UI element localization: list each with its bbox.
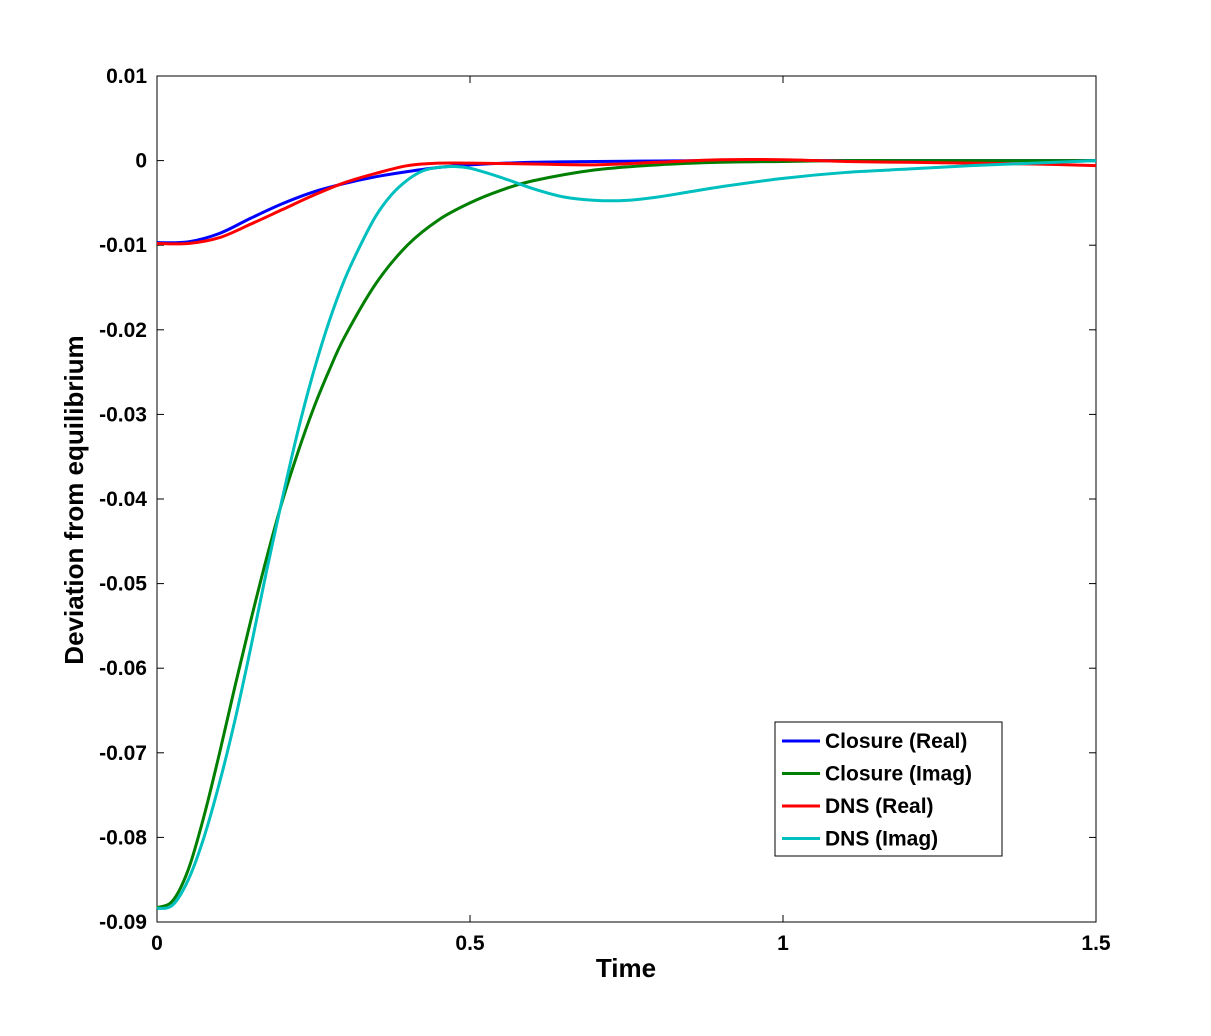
x-tick-label: 1.5 — [1081, 932, 1111, 955]
axis-ticks: 0 0.5 1 1.5 0.01 0 -0.01 -0.02 -0.03 -0.04 -0.05 -0… — [99, 65, 1111, 955]
legend: Closure (Real) Closure (Imag) DNS (Real) DN… — [774, 721, 1003, 857]
x-axis-label: Time — [596, 953, 656, 983]
y-tick-label: 0 — [135, 150, 147, 173]
x-tick-label: 1 — [777, 932, 789, 955]
y-tick-label: -0.03 — [99, 403, 147, 426]
x-tick-label: 0.5 — [455, 932, 485, 955]
y-tick-label: -0.05 — [99, 573, 147, 596]
series-line-dns-imag — [156, 159, 1097, 910]
y-tick-label: -0.06 — [99, 657, 147, 680]
y-tick-label: -0.08 — [99, 826, 147, 849]
legend-label-dns-imag: DNS (Imag) — [825, 828, 938, 851]
series-line-dns-real — [156, 157, 1097, 246]
y-axis-label: Deviation from equilibrium — [59, 335, 89, 664]
legend-label-dns-real: DNS (Real) — [825, 795, 934, 818]
legend-label-closure-real: Closure (Real) — [825, 730, 967, 753]
y-tick-label: 0.01 — [106, 65, 147, 88]
y-tick-label: -0.01 — [99, 234, 147, 257]
y-tick-label: -0.04 — [99, 488, 147, 511]
legend-box — [774, 721, 1003, 857]
x-tick-label: 0 — [151, 932, 163, 955]
legend-label-closure-imag: Closure (Imag) — [825, 763, 972, 786]
y-tick-label: -0.09 — [99, 911, 147, 934]
y-tick-label: -0.02 — [99, 319, 147, 342]
y-tick-label: -0.07 — [99, 742, 147, 765]
series-layer — [156, 157, 1097, 910]
